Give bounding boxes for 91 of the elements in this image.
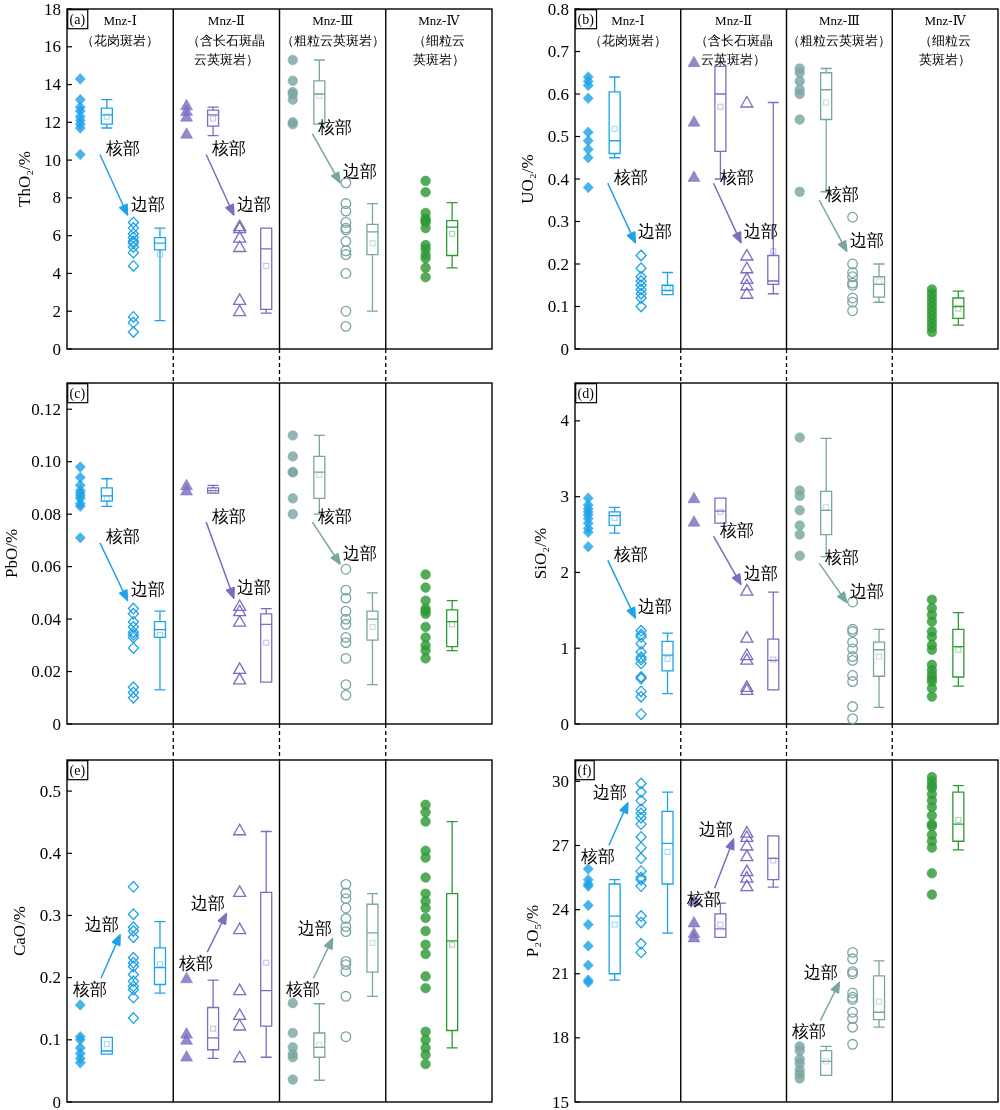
y-tick-label: 0.04 bbox=[31, 609, 62, 629]
annotation: 核部 bbox=[685, 889, 721, 909]
y-tick-label: 0.3 bbox=[547, 212, 569, 231]
y-axis-title: PbO/% bbox=[1, 528, 21, 579]
annotation: 核部 bbox=[718, 520, 754, 540]
annotation: 边部 bbox=[85, 915, 120, 935]
annotation: 边部 bbox=[849, 230, 884, 250]
x-tick-label: Mnz-Ⅲ （粗粒云英斑岩） bbox=[787, 12, 892, 50]
annotation: 核部 bbox=[791, 1022, 827, 1042]
y-tick-label: 18 bbox=[552, 1028, 569, 1048]
annotation: 边部 bbox=[698, 819, 733, 839]
annotation: 边部 bbox=[804, 962, 839, 982]
y-tick-label: 0 bbox=[560, 339, 569, 359]
annotation: 边部 bbox=[638, 222, 673, 242]
y-tick-label: 16 bbox=[44, 37, 61, 57]
y-axis-title: SiO₂/% bbox=[531, 527, 550, 580]
annotation: 边部 bbox=[343, 162, 378, 182]
annotation: 边部 bbox=[191, 894, 226, 914]
annotation: 边部 bbox=[592, 783, 627, 803]
y-tick-label: 0.6 bbox=[547, 84, 569, 104]
annotation: 核部 bbox=[579, 847, 615, 866]
y-tick-label: 4 bbox=[560, 411, 570, 431]
annotation: 核部 bbox=[718, 167, 754, 187]
y-tick-label: 18 bbox=[44, 0, 61, 19]
y-tick-label: 3 bbox=[560, 487, 569, 507]
annotation: 核部 bbox=[824, 547, 860, 567]
y-tick-label: 12 bbox=[44, 112, 61, 132]
y-tick-label: 6 bbox=[52, 226, 61, 246]
y-tick-label: 0.8 bbox=[547, 0, 569, 19]
y-tick-label: 0 bbox=[52, 714, 61, 734]
y-tick-label: 0 bbox=[52, 339, 61, 359]
x-tick-label: Mnz-Ⅳ （细粒云英斑岩） bbox=[411, 12, 466, 69]
y-tick-label: 30 bbox=[552, 771, 569, 791]
y-tick-label: 10 bbox=[44, 150, 61, 170]
y-tick-label: 0.3 bbox=[39, 905, 61, 925]
y-tick-label: 0.5 bbox=[547, 127, 569, 146]
y-tick-label: 0.5 bbox=[39, 781, 61, 801]
y-tick-label: 0.4 bbox=[547, 169, 570, 189]
y-tick-label: 0.12 bbox=[31, 399, 61, 419]
x-tick-label: Mnz-Ⅱ （含长石斑晶云英斑岩） bbox=[693, 12, 774, 69]
y-tick-label: 0.7 bbox=[547, 42, 570, 61]
y-tick-label: 15 bbox=[552, 1092, 569, 1110]
annotation: 边部 bbox=[744, 222, 779, 242]
y-tick-label: 0.02 bbox=[31, 662, 61, 682]
annotation: 核部 bbox=[211, 139, 247, 159]
y-tick-label: 0.08 bbox=[31, 504, 61, 524]
annotation: 边部 bbox=[744, 564, 779, 584]
y-axis-title: ThO₂/% bbox=[14, 151, 34, 207]
annotation: 边部 bbox=[130, 194, 165, 214]
y-tick-label: 0.4 bbox=[39, 843, 62, 863]
y-axis-title: UO₂/% bbox=[518, 154, 538, 204]
y-tick-label: 14 bbox=[44, 75, 62, 95]
annotation: 边部 bbox=[236, 577, 271, 597]
y-tick-label: 4 bbox=[52, 263, 62, 283]
annotation: 边部 bbox=[130, 580, 165, 600]
y-tick-label: 1 bbox=[560, 638, 569, 658]
annotation: 核部 bbox=[104, 139, 140, 159]
y-axis-title: CaO/% bbox=[10, 905, 30, 957]
annotation: 核部 bbox=[317, 118, 353, 138]
y-tick-label: 0.1 bbox=[39, 1030, 61, 1050]
y-tick-label: 0.06 bbox=[31, 557, 61, 577]
annotation: 核部 bbox=[284, 979, 320, 999]
y-tick-label: 0.2 bbox=[547, 254, 569, 274]
annotation: 边部 bbox=[638, 597, 673, 617]
y-tick-label: 2 bbox=[560, 562, 569, 582]
annotation: 边部 bbox=[236, 194, 271, 214]
annotation: 核部 bbox=[72, 979, 107, 999]
annotation: 核部 bbox=[824, 184, 860, 204]
x-tick-label: Mnz-Ⅲ （粗粒云英斑岩） bbox=[280, 12, 385, 50]
y-tick-label: 2 bbox=[52, 301, 61, 321]
annotation: 核部 bbox=[317, 506, 353, 526]
x-tick-label: Mnz-Ⅳ （细粒云英斑岩） bbox=[918, 12, 973, 69]
annotation: 核部 bbox=[104, 527, 140, 547]
annotation: 边部 bbox=[297, 919, 332, 939]
annotation: 边部 bbox=[343, 543, 378, 563]
annotation: 核部 bbox=[178, 953, 214, 973]
y-tick-label: 8 bbox=[52, 188, 61, 208]
annotation: 核部 bbox=[211, 506, 247, 526]
y-tick-label: 0.10 bbox=[31, 452, 61, 472]
y-tick-label: 0 bbox=[52, 1092, 61, 1110]
y-tick-label: 0.2 bbox=[39, 968, 61, 988]
y-axis-title: P₂O₅/% bbox=[522, 904, 542, 958]
annotation: 核部 bbox=[612, 544, 648, 564]
y-tick-label: 0 bbox=[560, 714, 569, 734]
x-tick-label: Mnz-Ⅱ （含长石斑晶云英斑岩） bbox=[186, 12, 267, 69]
y-tick-label: 24 bbox=[552, 900, 570, 920]
annotation: 核部 bbox=[612, 167, 648, 187]
y-tick-label: 21 bbox=[552, 964, 569, 984]
annotation: 边部 bbox=[849, 582, 884, 602]
y-tick-label: 0.1 bbox=[547, 297, 569, 316]
y-tick-label: 27 bbox=[552, 836, 570, 855]
